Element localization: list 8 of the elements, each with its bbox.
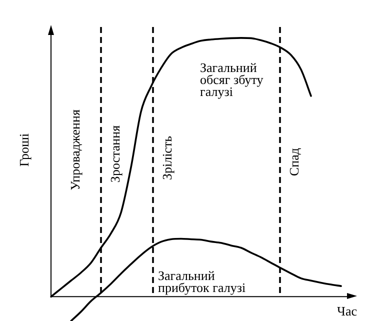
x-axis-title: Час [337, 304, 358, 319]
annotation: Зростання [107, 125, 122, 183]
annotation: Упровадження [67, 110, 82, 190]
series-label: Загальний обсяг збуту галузі [200, 60, 264, 99]
series-label: Загальний прибуток галузі [158, 268, 246, 295]
annotation: Спад [286, 148, 302, 176]
annotation: Зрілість [159, 136, 174, 180]
y-axis-title: Гроші [16, 132, 32, 167]
